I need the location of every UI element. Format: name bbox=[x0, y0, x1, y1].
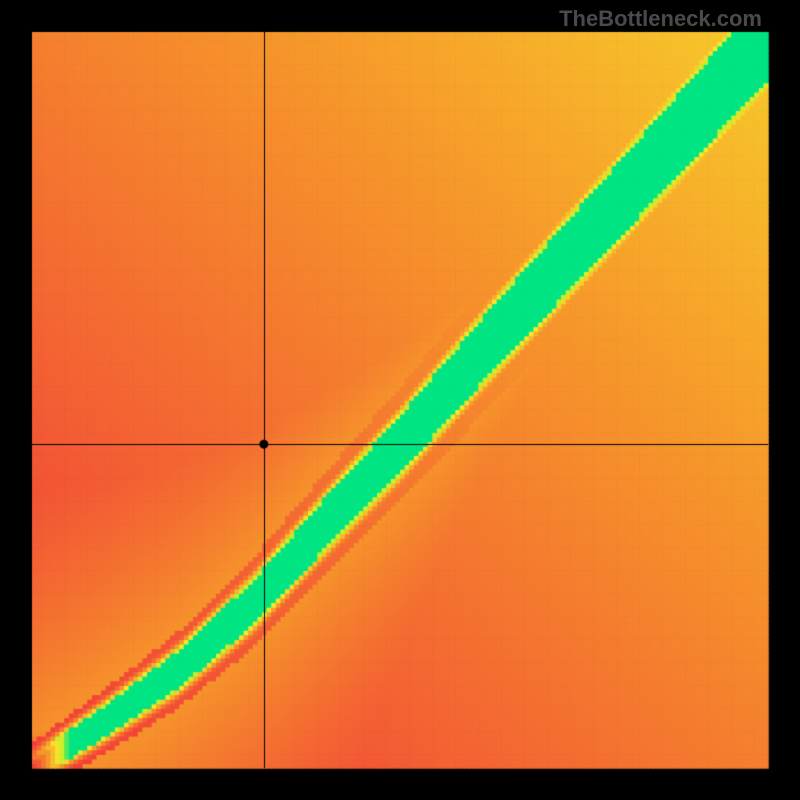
watermark-text: TheBottleneck.com bbox=[559, 6, 762, 32]
chart-container: TheBottleneck.com bbox=[0, 0, 800, 800]
heatmap-canvas bbox=[0, 0, 800, 800]
